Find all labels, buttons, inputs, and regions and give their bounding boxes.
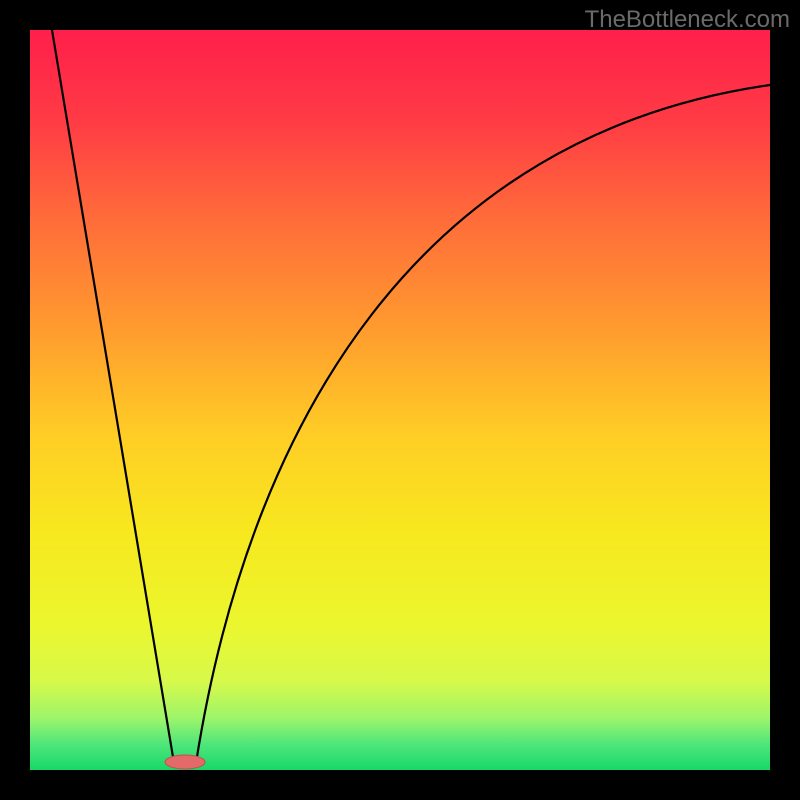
chart-svg <box>0 0 800 800</box>
chart-container: TheBottleneck.com <box>0 0 800 800</box>
optimum-marker <box>165 755 205 769</box>
plot-area <box>30 30 770 770</box>
